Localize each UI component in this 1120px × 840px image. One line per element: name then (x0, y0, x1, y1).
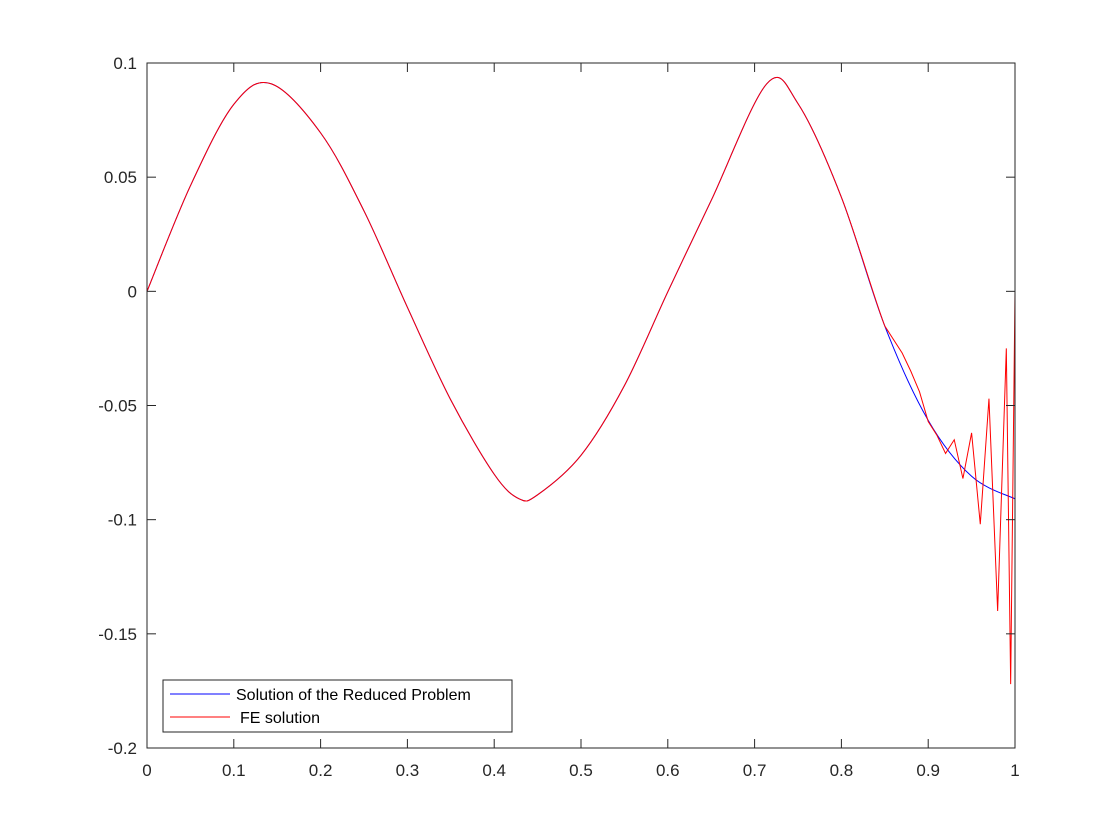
legend-label-fe-solution: FE solution (240, 710, 320, 727)
tick-labels-layer: 0 0.1 0.2 0.3 0.4 0.5 0.6 0.7 0.8 0.9 1 -0.2 -0.15 -0… (98, 54, 1019, 780)
y-tick-label: -0.05 (98, 397, 137, 416)
legend-box (162, 679, 513, 733)
y-tick-label: 0.05 (104, 168, 137, 187)
x-tick-label: 0.6 (656, 761, 680, 780)
x-tick-label: 0 (142, 761, 151, 780)
x-tick-label: 0.9 (916, 761, 940, 780)
ticks-layer (146, 62, 1016, 749)
series-line-1 (146, 76, 1016, 685)
legend-label-reduced-problem: Solution of the Reduced Problem (236, 687, 471, 704)
y-tick-label: 0 (128, 282, 137, 301)
x-tick-label: 1 (1010, 761, 1019, 780)
x-tick-label: 0.2 (309, 761, 333, 780)
legend: Solution of the Reduced Problem FE solut… (162, 679, 513, 733)
y-tick-label: 0.1 (113, 54, 137, 73)
plot-area-background (147, 63, 1015, 748)
x-tick-label: 0.4 (482, 761, 506, 780)
x-tick-label: 0.8 (830, 761, 854, 780)
series-layer (146, 76, 1016, 685)
x-tick-label: 0.7 (743, 761, 767, 780)
y-tick-label: -0.1 (108, 511, 137, 530)
y-tick-label: -0.2 (108, 739, 137, 758)
x-tick-label: 0.5 (569, 761, 593, 780)
x-tick-label: 0.1 (222, 761, 246, 780)
y-tick-label: -0.15 (98, 625, 137, 644)
x-tick-label: 0.3 (396, 761, 420, 780)
